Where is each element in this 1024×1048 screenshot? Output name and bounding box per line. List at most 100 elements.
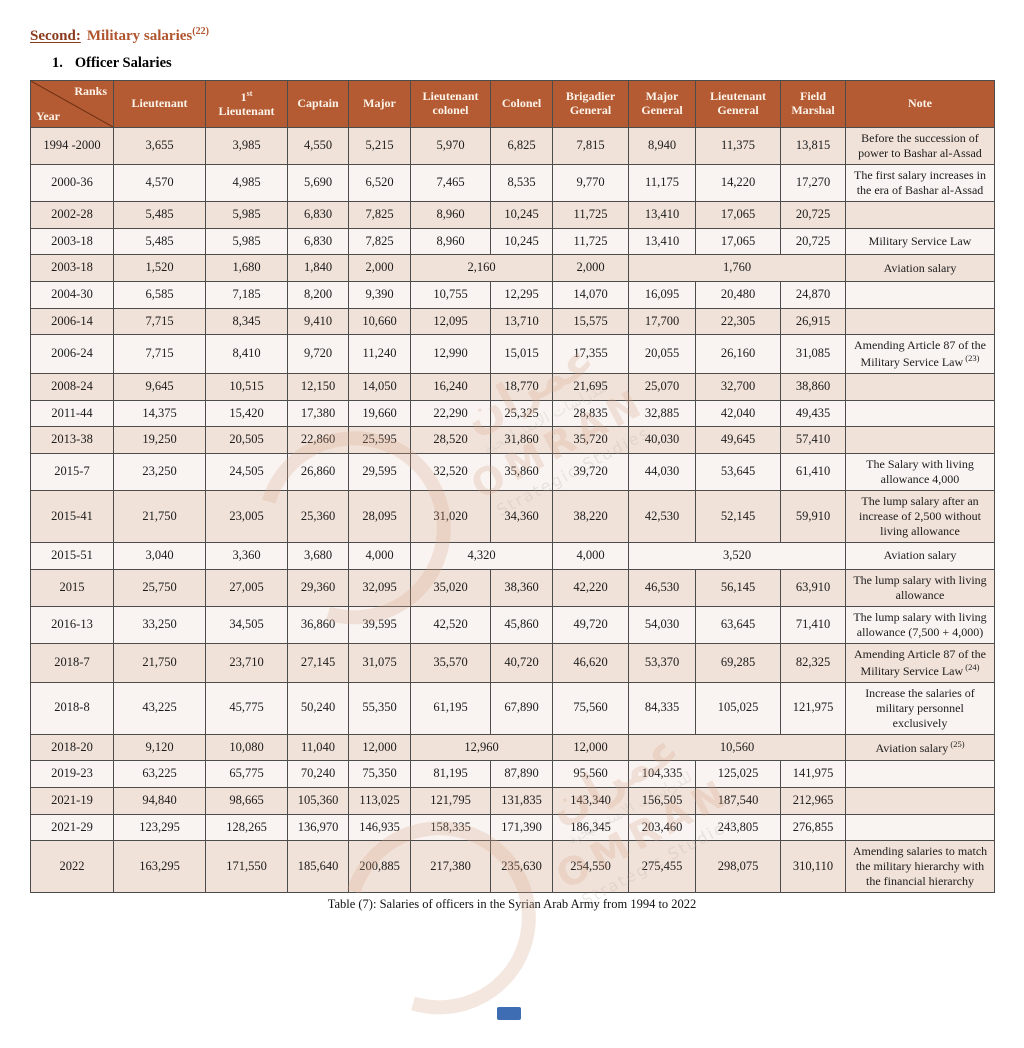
salary-cell: 17,065 <box>695 201 781 229</box>
salary-cell: 17,065 <box>695 227 781 256</box>
salary-cell: 75,350 <box>348 760 411 788</box>
col-header-colonel: Colonel <box>490 80 553 128</box>
salary-cell: 29,595 <box>348 453 411 491</box>
salary-cell: 27,145 <box>287 642 349 683</box>
salary-cell: 32,095 <box>348 568 411 607</box>
salary-cell: 128,265 <box>205 813 288 842</box>
year-cell: 2018-20 <box>30 733 114 762</box>
year-cell: 2015-51 <box>30 542 114 570</box>
salary-cell: 22,290 <box>410 399 491 428</box>
salary-cell: 171,550 <box>205 840 288 894</box>
salary-cell: 10,245 <box>490 201 553 229</box>
salary-cell: 42,520 <box>410 605 491 644</box>
salary-cell: 23,005 <box>205 490 288 543</box>
note-cell: Amending salaries to match the military … <box>845 840 995 894</box>
salary-cell: 40,030 <box>628 426 696 454</box>
table-row-2015-7-11: 2015-7 23,250 24,505 26,860 29,595 32,520 35,8… <box>30 453 995 491</box>
salary-cell: 158,335 <box>410 813 491 842</box>
table-row-2021-19-20: 2021-19 94,840 98,665 105,360 113,025 121,795… <box>30 786 995 815</box>
salary-cell: 70,240 <box>287 760 349 788</box>
salary-cell: 3,520 <box>628 542 846 570</box>
salary-cell: 163,295 <box>113 840 206 894</box>
salary-cell: 69,285 <box>695 642 781 683</box>
salary-cell: 50,240 <box>287 681 349 735</box>
col-header-captain: Captain <box>287 80 349 128</box>
salary-cell: 125,025 <box>695 760 781 788</box>
salary-cell: 5,485 <box>113 201 206 229</box>
year-cell: 2008-24 <box>30 373 114 401</box>
salary-cell: 21,750 <box>113 642 206 683</box>
salary-cell: 10,755 <box>410 280 491 309</box>
salary-cell: 4,000 <box>348 542 411 570</box>
salary-cell: 254,550 <box>552 840 629 894</box>
salary-cell: 23,250 <box>113 453 206 491</box>
subheading-text: Officer Salaries <box>74 55 172 71</box>
note-cell <box>845 760 995 788</box>
salary-cell: 35,720 <box>552 426 629 454</box>
salary-cell: 9,390 <box>348 280 411 309</box>
year-cell: 2018-8 <box>30 681 114 735</box>
salary-cell: 5,690 <box>287 164 349 202</box>
salary-cell: 123,295 <box>113 813 206 842</box>
salary-cell: 136,970 <box>287 813 349 842</box>
salary-cell: 33,250 <box>113 605 206 644</box>
salary-cell: 4,000 <box>552 542 629 570</box>
note-cell <box>845 307 995 336</box>
year-cell: 2015 <box>30 568 114 607</box>
salary-cell: 95,560 <box>552 760 629 788</box>
section-heading: Second: Military salaries(22) <box>30 26 994 45</box>
salary-cell: 113,025 <box>348 786 411 815</box>
salary-cell: 46,530 <box>628 568 696 607</box>
salary-cell: 28,520 <box>410 426 491 454</box>
salary-cell: 20,725 <box>780 201 846 229</box>
salary-cell: 63,645 <box>695 605 781 644</box>
note-cell: The lump salary with living allowance (7… <box>845 605 995 644</box>
salary-cell: 43,225 <box>113 681 206 735</box>
note-cell: Military Service Law <box>845 227 995 256</box>
salary-cell: 12,150 <box>287 373 349 401</box>
salary-cell: 25,750 <box>113 568 206 607</box>
salary-cell: 31,020 <box>410 490 491 543</box>
salary-cell: 7,715 <box>113 334 206 375</box>
salary-cell: 18,770 <box>490 373 553 401</box>
col-header-lieutenant: Lieutenant <box>113 80 206 128</box>
year-cell: 2019-23 <box>30 760 114 788</box>
salary-cell: 56,145 <box>695 568 781 607</box>
salary-cell: 14,070 <box>552 280 629 309</box>
salary-cell: 82,325 <box>780 642 846 683</box>
salary-cell: 20,505 <box>205 426 288 454</box>
salary-cell: 25,360 <box>287 490 349 543</box>
salary-cell: 8,960 <box>410 227 491 256</box>
year-cell: 2003-18 <box>30 254 114 282</box>
salary-cell: 15,575 <box>552 307 629 336</box>
salary-cell: 26,915 <box>780 307 846 336</box>
salary-cell: 3,655 <box>113 127 206 165</box>
salary-cell: 212,965 <box>780 786 846 815</box>
salary-cell: 275,455 <box>628 840 696 894</box>
heading-title: Military salaries <box>86 28 193 44</box>
salary-cell: 25,595 <box>348 426 411 454</box>
salary-cell: 10,560 <box>628 733 846 762</box>
salary-cell: 3,040 <box>113 542 206 570</box>
salary-cell: 10,515 <box>205 373 288 401</box>
salary-cell: 11,175 <box>628 164 696 202</box>
salary-cell: 28,835 <box>552 399 629 428</box>
note-cell <box>845 426 995 454</box>
salary-cell: 12,095 <box>410 307 491 336</box>
salary-cell: 6,520 <box>348 164 411 202</box>
salary-cell: 53,645 <box>695 453 781 491</box>
salary-cell: 55,350 <box>348 681 411 735</box>
salary-cell: 8,940 <box>628 127 696 165</box>
list-number: 1. <box>52 55 63 71</box>
note-cell: Aviation salary (25) <box>845 733 995 762</box>
salary-cell: 19,250 <box>113 426 206 454</box>
salary-cell: 7,715 <box>113 307 206 336</box>
corner-year-label: Year <box>36 109 60 124</box>
salary-cell: 14,220 <box>695 164 781 202</box>
salary-cell: 4,320 <box>410 542 553 570</box>
salary-cell: 31,860 <box>490 426 553 454</box>
salary-cell: 14,050 <box>348 373 411 401</box>
salary-cell: 27,005 <box>205 568 288 607</box>
salary-cell: 32,885 <box>628 399 696 428</box>
salary-cell: 38,860 <box>780 373 846 401</box>
